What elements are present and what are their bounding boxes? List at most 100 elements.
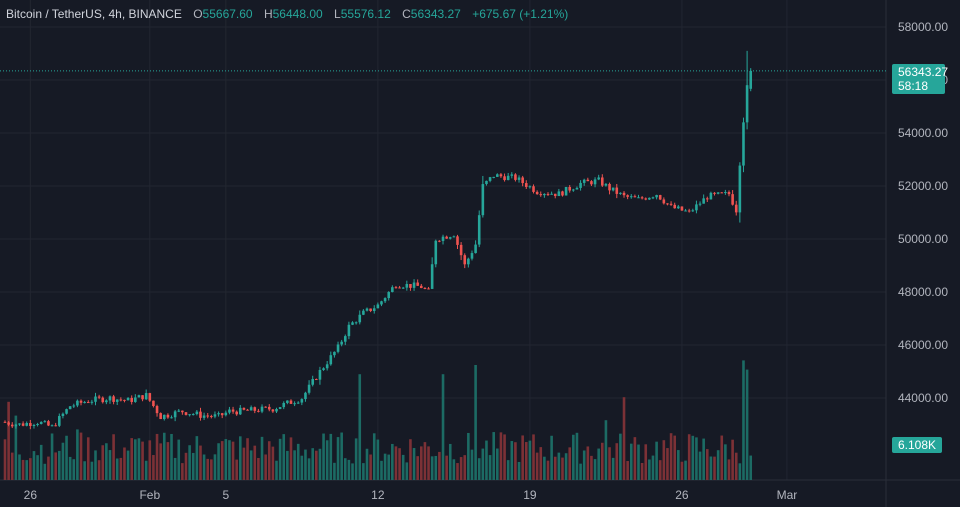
volume-bar [586, 446, 590, 480]
candle-body [380, 301, 383, 305]
volume-bar [43, 463, 47, 480]
candle-body [539, 194, 543, 196]
candle-body [716, 192, 720, 194]
volume-bar [39, 444, 43, 480]
candle-body [137, 395, 141, 398]
volume-bar [318, 448, 322, 480]
candle-body [731, 194, 734, 205]
candle-body [166, 414, 170, 418]
volume-bar [210, 459, 213, 480]
candle-body [575, 187, 579, 190]
candle-body [517, 177, 521, 180]
candle-body [286, 400, 289, 403]
candle-body [470, 253, 474, 259]
candle-body [141, 395, 144, 400]
volume-bar [666, 448, 669, 480]
time-tick-label: 26 [675, 488, 689, 502]
volume-bar [582, 450, 586, 480]
candle-body [152, 400, 155, 407]
candle-body [734, 204, 738, 213]
candle-body [29, 423, 32, 427]
high-key: H [263, 7, 273, 21]
candle-body [79, 400, 83, 403]
close-key: C [402, 7, 411, 21]
volume-bar [409, 439, 412, 480]
candle-body [387, 292, 391, 299]
volume-bar [86, 437, 90, 480]
price-tick-label: 46000.00 [898, 338, 948, 352]
volume-bar [633, 437, 637, 480]
candle-body [702, 198, 705, 204]
candle-body [427, 288, 430, 290]
candle-body [452, 236, 456, 238]
price-tick-label: 58000.00 [898, 20, 948, 34]
candle-body [619, 192, 622, 194]
candle-body [224, 412, 228, 416]
volume-bar [677, 450, 680, 480]
volume-bar [485, 440, 488, 480]
chart-legend: Bitcoin / TetherUS, 4h, BINANCE O55667.6… [6, 7, 568, 21]
volume-bar [506, 460, 510, 480]
volume-bar [561, 457, 564, 480]
bar-countdown: 58:18 [898, 79, 929, 93]
volume-bar [300, 455, 304, 480]
candle-body [524, 183, 528, 187]
volume-bar [83, 461, 86, 480]
volume-bar [651, 455, 655, 480]
candle-body [36, 423, 39, 425]
volume-bar [463, 455, 467, 480]
candle-body [492, 176, 495, 178]
volume-bar [553, 456, 557, 480]
time-axis: 26 Feb 5 12 19 26 Mar [24, 488, 798, 502]
volume-bar [173, 457, 177, 480]
candle-body [264, 406, 267, 408]
candle-body [32, 424, 36, 427]
candle-body [347, 324, 351, 337]
volume-bar [459, 457, 463, 480]
volume-bar [177, 439, 181, 480]
candle-body [365, 308, 369, 311]
candle-body [568, 186, 572, 191]
volume-bar [401, 454, 405, 480]
volume-bar [340, 432, 343, 480]
candle-body [673, 204, 676, 209]
candle-body [14, 424, 18, 427]
volume-bar [528, 440, 532, 480]
candle-body [640, 197, 644, 199]
candle-body [260, 406, 264, 412]
volume-bar [658, 460, 662, 480]
candle-body [220, 413, 224, 416]
volume-bar [680, 461, 684, 480]
volume-bar [572, 434, 575, 480]
time-tick-label: Feb [139, 488, 160, 502]
volume-bar [655, 441, 658, 480]
volume-bar [239, 436, 242, 480]
candle-body [644, 198, 648, 200]
candle-body [130, 397, 133, 402]
volume-bar [738, 463, 742, 480]
volume-bar [144, 460, 148, 480]
candle-body [76, 400, 79, 406]
volume-bar [7, 401, 10, 480]
volume-bar [278, 438, 282, 480]
volume-bar [246, 438, 249, 480]
candle-body [535, 191, 539, 195]
candle-body [235, 411, 238, 415]
volume-bar [224, 439, 228, 480]
volume-bar [481, 448, 485, 480]
candle-body [488, 177, 492, 181]
volume-bar [253, 445, 257, 480]
volume-bar [557, 452, 561, 480]
candle-body [202, 415, 206, 418]
volume-bar [611, 457, 615, 480]
candle-body [677, 206, 680, 209]
candle-body [687, 210, 691, 212]
volume-bar [662, 440, 666, 480]
volume-bar [644, 444, 648, 480]
candle-body [503, 176, 506, 181]
candle-body [108, 396, 112, 401]
volume-bar [90, 461, 94, 480]
volume-bar [29, 458, 32, 480]
